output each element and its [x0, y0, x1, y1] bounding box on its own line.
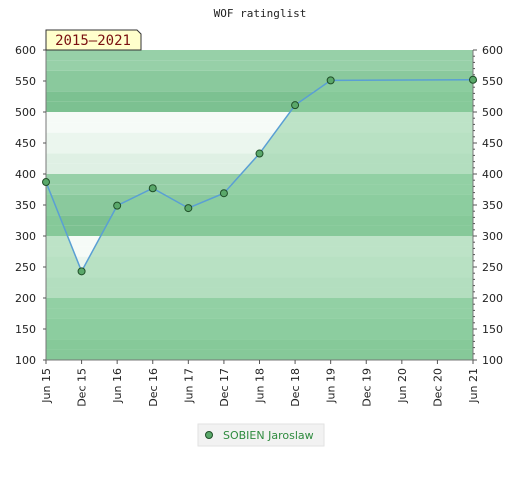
x-tick-label: Jun 19 [325, 368, 338, 404]
background-band [46, 70, 473, 81]
y-tick-label-right: 150 [482, 323, 503, 336]
rating-area [45, 79, 474, 360]
y-tick-label-left: 400 [15, 168, 36, 181]
y-tick-label-right: 300 [482, 230, 503, 243]
rating-point [255, 149, 264, 158]
x-tick-label: Jun 17 [182, 368, 195, 404]
x-tick-label: Jun 16 [111, 368, 124, 404]
background-band [46, 101, 473, 112]
y-tick-label-left: 300 [15, 230, 36, 243]
period-badge: 2015–2021 [45, 29, 142, 51]
y-tick-label-right: 350 [482, 199, 503, 212]
background-band [46, 132, 473, 143]
x-tick-label: Dec 16 [147, 368, 160, 407]
y-tick-label-right: 450 [482, 137, 503, 150]
background-band [46, 122, 473, 133]
period-label: 2015–2021 [55, 33, 131, 49]
rating-point [148, 184, 157, 193]
x-tick-label: Dec 17 [218, 368, 231, 407]
y-tick-label-right: 250 [482, 261, 503, 274]
background-band [46, 60, 473, 71]
rating-point [113, 201, 122, 210]
y-tick-label-left: 250 [15, 261, 36, 274]
y-tick-label-right: 600 [482, 44, 503, 57]
y-tick-label-right: 550 [482, 75, 503, 88]
x-axis-labels: Jun 15 Dec 15 Jun 16 Dec 16 Jun 17 Dec 17 Jun … [40, 368, 480, 407]
background-band [46, 81, 473, 92]
x-tick-label: Jun 18 [254, 368, 267, 404]
x-tick-label: Dec 18 [289, 368, 302, 407]
background-band [46, 50, 473, 61]
y-tick-label-left: 600 [15, 44, 36, 57]
y-axis-left-labels: 100 150 200 250 300 350 400 450 500 550 600 [15, 44, 36, 367]
y-tick-label-right: 100 [482, 354, 503, 367]
y-axis-right-labels: 100 150 200 250 300 350 400 450 500 550 600 [482, 44, 503, 367]
x-tick-label: Dec 19 [360, 368, 373, 407]
y-tick-label-left: 200 [15, 292, 36, 305]
rating-point [469, 75, 477, 84]
rating-point [291, 101, 300, 110]
x-tick-label: Jun 15 [40, 368, 53, 404]
rating-point [77, 267, 86, 276]
rating-point [42, 178, 50, 187]
chart-title: WOF ratinglist [214, 7, 307, 20]
rating-area-fill [46, 79, 473, 360]
y-tick-label-left: 500 [15, 106, 36, 119]
legend: SOBIEN Jaroslaw [197, 423, 325, 447]
y-tick-label-right: 200 [482, 292, 503, 305]
background-band [46, 112, 473, 123]
legend-marker [205, 431, 213, 439]
x-tick-label: Dec 20 [431, 368, 444, 407]
x-tick-label: Dec 15 [76, 368, 89, 407]
x-tick-label: Jun 20 [396, 368, 409, 404]
rating-line [45, 79, 474, 274]
y-tick-label-right: 500 [482, 106, 503, 119]
y-tick-label-left: 450 [15, 137, 36, 150]
background-band [46, 143, 473, 154]
y-tick-label-left: 350 [15, 199, 36, 212]
background-band [46, 91, 473, 102]
axes [43, 49, 477, 364]
period-badge-box [45, 29, 142, 51]
rating-point [326, 76, 335, 85]
rating-markers [42, 75, 477, 276]
y-tick-label-left: 150 [15, 323, 36, 336]
rating-point [219, 189, 228, 198]
y-tick-label-left: 100 [15, 354, 36, 367]
rating-point [184, 204, 193, 213]
y-tick-label-left: 550 [15, 75, 36, 88]
x-tick-label: Jun 21 [467, 368, 480, 404]
legend-box [197, 423, 325, 447]
legend-label: SOBIEN Jaroslaw [223, 429, 314, 442]
y-tick-label-right: 400 [482, 168, 503, 181]
